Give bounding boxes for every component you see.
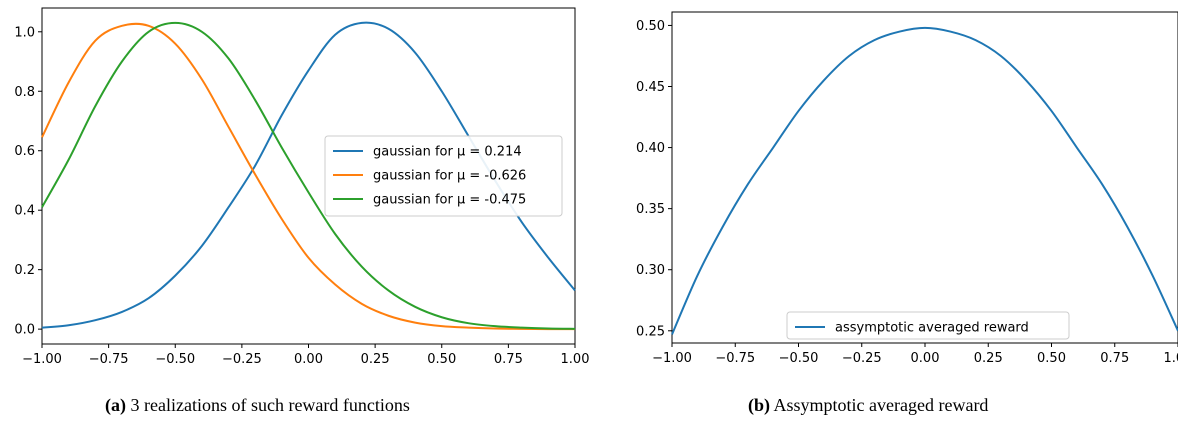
legend-label-a-2: gaussian for μ = -0.475: [373, 193, 526, 208]
x-tick-label-b: 1.00: [1164, 351, 1178, 366]
legend-box-a: [324, 135, 563, 217]
y-tick-label-b: 0.35: [636, 202, 665, 217]
x-tick-label-b: 0.75: [1100, 351, 1129, 366]
caption-b-label: (b): [748, 395, 770, 415]
x-tick-label-a: −0.75: [89, 352, 129, 367]
y-tick-label-a: 0.2: [14, 263, 35, 278]
y-tick-label-b: 0.25: [636, 324, 665, 339]
y-tick-label-a: 1.0: [14, 25, 35, 40]
x-tick-label-a: 1.00: [561, 352, 590, 367]
x-tick-label-b: 0.25: [974, 351, 1003, 366]
chart-a: −1.00 −0.75 −0.50 −0.25 0.00 0.25 0.50 0.75 1.00…: [14, 7, 590, 367]
caption-a-label: (a): [105, 395, 126, 415]
y-tick-label-b: 0.50: [636, 19, 665, 34]
legend-label-b-0: assymptotic averaged reward: [835, 321, 1029, 336]
y-tick-label-b: 0.45: [636, 80, 665, 95]
x-tick-label-a: 0.00: [294, 352, 323, 367]
chart-b: −1.00 −0.75 −0.50 −0.25 0.00 0.25 0.50 0.75 1.00…: [636, 11, 1178, 366]
x-tick-label-b: −1.00: [652, 351, 692, 366]
y-tick-label-a: 0.8: [14, 85, 35, 100]
legend-box-b: [786, 311, 1070, 340]
y-tick-label-a: 0.6: [14, 144, 35, 159]
caption-b-text: Assymptotic averaged reward: [773, 395, 989, 415]
y-tick-label-b: 0.30: [636, 263, 665, 278]
x-tick-label-b: −0.50: [779, 351, 819, 366]
x-tick-label-b: −0.25: [842, 351, 882, 366]
caption-b: (b) Assymptotic averaged reward: [748, 395, 988, 416]
x-tick-label-a: 0.25: [361, 352, 390, 367]
y-tick-label-b: 0.40: [636, 141, 665, 156]
series-line-a-1: [41, 22, 576, 331]
y-tick-label-a: 0.4: [14, 204, 35, 219]
x-tick-label-a: −0.25: [222, 352, 262, 367]
x-tick-label-b: −0.75: [715, 351, 755, 366]
x-tick-label-a: 0.50: [427, 352, 456, 367]
legend-label-a-1: gaussian for μ = -0.626: [373, 169, 526, 184]
plot-frame-b: [671, 11, 1178, 344]
legend-label-a-0: gaussian for μ = 0.214: [373, 145, 522, 160]
caption-a-text: 3 realizations of such reward functions: [130, 395, 410, 415]
y-tick-label-a: 0.0: [14, 323, 35, 338]
series-line-b-0: [671, 26, 1178, 335]
x-tick-label-b: 0.00: [911, 351, 940, 366]
caption-a: (a) 3 realizations of such reward functi…: [105, 395, 410, 416]
x-tick-label-a: 0.75: [494, 352, 523, 367]
x-tick-label-a: −0.50: [155, 352, 195, 367]
series-line-a-2: [41, 21, 576, 330]
x-tick-label-a: −1.00: [22, 352, 62, 367]
x-tick-label-b: 0.50: [1037, 351, 1066, 366]
